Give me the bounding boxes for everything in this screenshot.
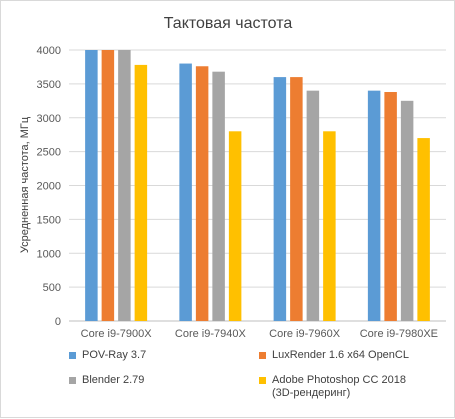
- legend-swatch: [69, 352, 76, 359]
- legend-swatch: [259, 352, 266, 359]
- y-axis-label: Усредненная частота, МГц: [19, 116, 31, 253]
- chart-title: Тактовая частота: [164, 15, 293, 32]
- legend-label: Adobe Photoshop CC 2018 (3D-рендеринг): [272, 374, 406, 399]
- y-tick-label: 2500: [37, 147, 61, 159]
- legend-swatch: [259, 377, 266, 384]
- y-tick-label: 1500: [37, 214, 61, 226]
- y-tick-labels: 0 500 1000 1500 2000 2500 3000 3500 4000: [37, 45, 61, 328]
- x-tick-label: Core i9-7940X: [175, 328, 247, 340]
- bar: [101, 50, 115, 321]
- legend-label: POV-Ray 3.7: [82, 349, 147, 361]
- bar: [306, 90, 320, 322]
- bar: [212, 71, 225, 322]
- legend-item: Blender 2.79: [69, 374, 144, 387]
- y-tick-label: 500: [43, 282, 61, 294]
- legend-swatch: [69, 377, 76, 384]
- legend-item: Adobe Photoshop CC 2018 (3D-рендеринг): [259, 374, 406, 400]
- y-tick-label: 0: [55, 316, 61, 328]
- x-tick-label: Core i9-7960X: [269, 328, 341, 340]
- bar: [179, 63, 192, 322]
- x-tick-label: Core i9-7900X: [81, 328, 153, 340]
- y-tick-label: 1000: [37, 248, 61, 260]
- bar: [400, 100, 414, 321]
- bars: [85, 50, 430, 322]
- bar: [118, 50, 131, 321]
- bar: [228, 131, 242, 321]
- y-tick-label: 2000: [37, 181, 61, 193]
- legend-item: POV-Ray 3.7: [69, 349, 146, 362]
- bar: [290, 77, 303, 321]
- bar: [134, 64, 148, 321]
- legend-item: LuxRender 1.6 x64 OpenCL: [259, 349, 409, 362]
- bar: [367, 90, 381, 322]
- legend-label: LuxRender 1.6 x64 OpenCL: [272, 349, 409, 361]
- gridlines: [69, 49, 446, 322]
- y-tick-label: 4000: [37, 45, 61, 57]
- x-tick-label: Core i9-7980XE: [360, 328, 438, 340]
- y-tick-label: 3500: [37, 79, 61, 91]
- bar: [195, 66, 209, 321]
- legend-label: Blender 2.79: [82, 374, 145, 386]
- bar: [85, 50, 98, 321]
- x-tick-labels: Core i9-7900X Core i9-7940X Core i9-7960X C…: [81, 328, 438, 340]
- bar: [323, 131, 336, 321]
- bar: [417, 138, 430, 321]
- bar: [273, 77, 287, 321]
- bar: [384, 92, 397, 321]
- y-tick-label: 3000: [37, 113, 61, 125]
